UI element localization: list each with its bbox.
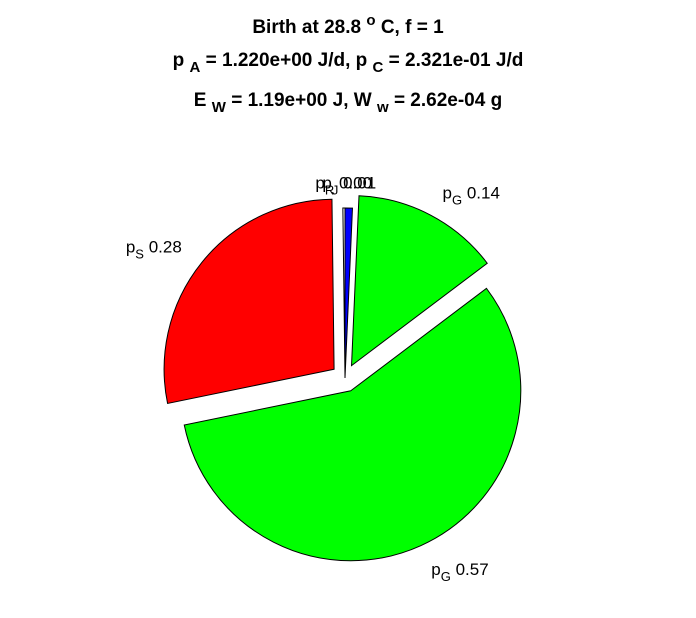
- title-ew-subscript: W: [212, 99, 227, 116]
- title-ww-subscript: w: [376, 99, 389, 116]
- title-line-1-prefix: Birth at 28.8: [252, 17, 366, 38]
- slice-label-value: 0.01: [338, 174, 376, 193]
- slice-label-value: 0.57: [451, 560, 489, 579]
- title-pa-subscript: A: [190, 59, 201, 76]
- chart-title: Birth at 28.8 o C, f = 1 p A = 1.220e+00…: [173, 9, 524, 117]
- slice-label-subscript: S: [135, 247, 144, 262]
- slice-label-subscript: J: [332, 183, 339, 198]
- slice-label-pg-2: pG 0.57: [431, 560, 488, 584]
- title-line-1: Birth at 28.8 o C, f = 1: [252, 9, 444, 38]
- title-ew-value: = 1.19e+00 J,: [231, 90, 354, 111]
- slice-label-subscript: G: [441, 569, 451, 584]
- title-line-1-degree: o: [366, 12, 375, 29]
- title-pc-symbol: p: [356, 50, 368, 71]
- title-ew-symbol: E: [194, 90, 207, 111]
- title-pa-value: = 1.220e+00 J/d,: [206, 50, 356, 71]
- slice-label-pg-1: pG 0.14: [443, 184, 500, 208]
- slice-label-value: 0.14: [462, 184, 500, 203]
- slice-label-value: 0.00: [334, 174, 372, 193]
- pie-slice-ps-3: [163, 198, 335, 405]
- pie-slices: [163, 195, 522, 562]
- slice-label-ps-3: pS 0.28: [126, 238, 182, 262]
- title-pc-value: = 2.321e-01 J/d: [389, 50, 524, 71]
- pie-slice-pj-0: [344, 207, 354, 379]
- slice-label-symbol: p: [126, 238, 135, 257]
- slice-label-pj-0: pJ 0.01: [322, 174, 376, 198]
- slice-label-value: 0.28: [144, 238, 182, 257]
- slice-label-pr-4: pR 0.00: [315, 174, 372, 198]
- slice-label-subscript: G: [452, 193, 462, 208]
- title-line-2: p A = 1.220e+00 J/d, p C = 2.321e-01 J/d: [173, 50, 524, 77]
- slice-label-symbol: p: [443, 184, 452, 203]
- title-ww-value: = 2.62e-04 g: [394, 90, 502, 111]
- pie-slice-pr-4: [342, 207, 346, 379]
- slice-label-symbol: p: [315, 174, 324, 193]
- title-line-3: E W = 1.19e+00 J, W w = 2.62e-04 g: [194, 90, 502, 117]
- pie-slice-pg-2: [183, 287, 522, 562]
- pie-slice-pg-1: [350, 195, 488, 367]
- title-pc-subscript: C: [373, 59, 384, 76]
- title-line-1-suffix: C, f = 1: [381, 17, 444, 38]
- slice-label-symbol: p: [431, 560, 440, 579]
- title-pa-symbol: p: [173, 50, 185, 71]
- slice-label-symbol: p: [322, 174, 331, 193]
- title-ww-symbol: W: [354, 90, 372, 111]
- slice-label-subscript: R: [325, 183, 334, 198]
